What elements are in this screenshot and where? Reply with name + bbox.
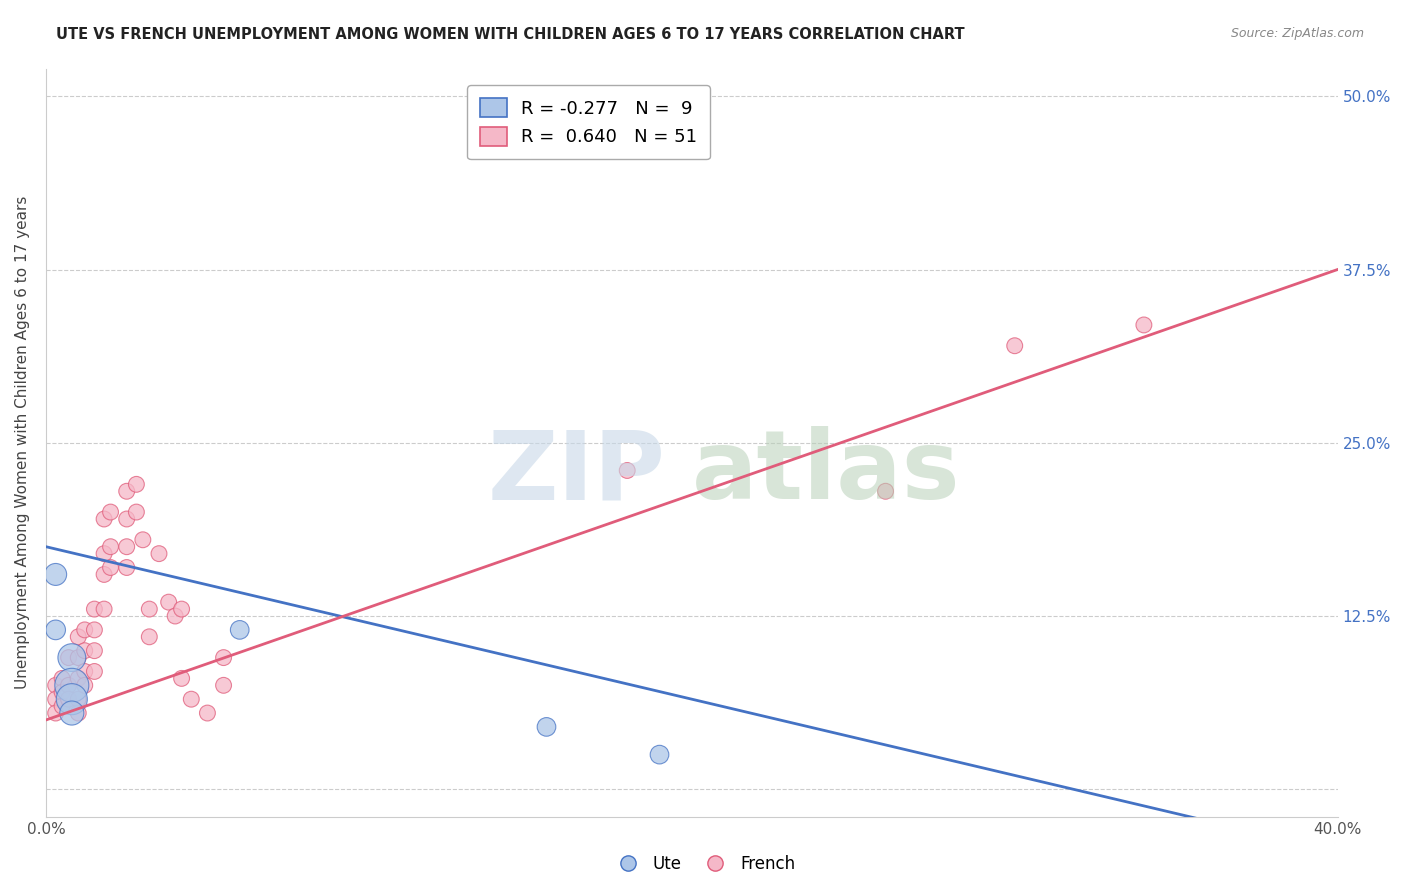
Y-axis label: Unemployment Among Women with Children Ages 6 to 17 years: Unemployment Among Women with Children A… — [15, 196, 30, 690]
Point — [73, 643, 96, 657]
Point — [228, 623, 250, 637]
Point — [67, 672, 90, 686]
Point — [45, 706, 67, 720]
Point — [51, 699, 73, 714]
Point — [170, 672, 193, 686]
Point — [180, 692, 202, 706]
Text: ZIP: ZIP — [488, 426, 666, 519]
Point — [616, 463, 638, 477]
Point — [45, 623, 67, 637]
Point — [115, 484, 138, 499]
Point — [93, 602, 115, 616]
Point — [1133, 318, 1156, 332]
Point — [125, 505, 148, 519]
Point — [93, 547, 115, 561]
Point — [67, 650, 90, 665]
Point — [67, 706, 90, 720]
Point — [83, 602, 105, 616]
Point — [125, 477, 148, 491]
Legend: R = -0.277   N =  9, R =  0.640   N = 51: R = -0.277 N = 9, R = 0.640 N = 51 — [467, 85, 710, 159]
Point — [1004, 339, 1026, 353]
Point — [67, 630, 90, 644]
Text: UTE VS FRENCH UNEMPLOYMENT AMONG WOMEN WITH CHILDREN AGES 6 TO 17 YEARS CORRELAT: UTE VS FRENCH UNEMPLOYMENT AMONG WOMEN W… — [56, 27, 965, 42]
Legend: Ute, French: Ute, French — [605, 848, 801, 880]
Point — [170, 602, 193, 616]
Point — [875, 484, 897, 499]
Point — [60, 678, 83, 692]
Point — [73, 665, 96, 679]
Point — [67, 692, 90, 706]
Point — [197, 706, 219, 720]
Point — [51, 672, 73, 686]
Point — [83, 643, 105, 657]
Point — [58, 678, 80, 692]
Point — [51, 685, 73, 699]
Point — [60, 706, 83, 720]
Point — [115, 512, 138, 526]
Point — [115, 540, 138, 554]
Point — [93, 512, 115, 526]
Point — [100, 540, 122, 554]
Point — [100, 560, 122, 574]
Point — [45, 678, 67, 692]
Point — [45, 692, 67, 706]
Point — [58, 650, 80, 665]
Point — [648, 747, 671, 762]
Point — [83, 665, 105, 679]
Point — [100, 505, 122, 519]
Point — [60, 650, 83, 665]
Point — [132, 533, 155, 547]
Point — [45, 567, 67, 582]
Point — [212, 678, 235, 692]
Point — [73, 623, 96, 637]
Text: atlas: atlas — [692, 426, 960, 519]
Point — [536, 720, 558, 734]
Point — [83, 623, 105, 637]
Text: Source: ZipAtlas.com: Source: ZipAtlas.com — [1230, 27, 1364, 40]
Point — [148, 547, 170, 561]
Point — [138, 602, 160, 616]
Point — [60, 692, 83, 706]
Point — [165, 609, 187, 624]
Point — [157, 595, 180, 609]
Point — [93, 567, 115, 582]
Point — [212, 650, 235, 665]
Point — [58, 692, 80, 706]
Point — [73, 678, 96, 692]
Point — [115, 560, 138, 574]
Point — [138, 630, 160, 644]
